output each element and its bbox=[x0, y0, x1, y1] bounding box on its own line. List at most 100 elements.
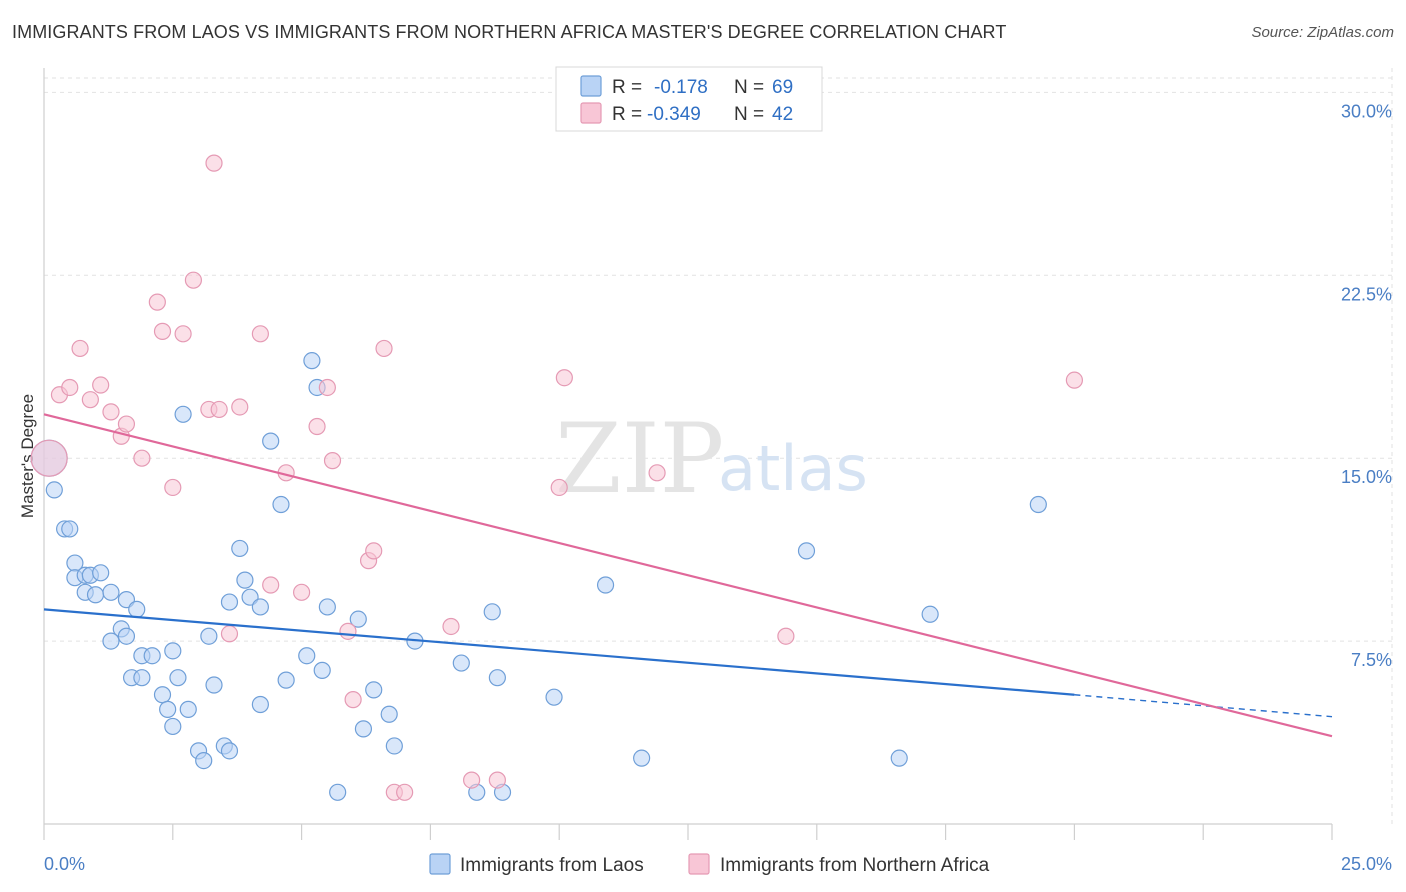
laos-point bbox=[385, 737, 403, 755]
y-axis-label: Master's Degree bbox=[18, 394, 37, 518]
africa-point bbox=[251, 325, 269, 343]
laos-point bbox=[153, 686, 172, 704]
laos-point bbox=[272, 495, 290, 514]
bottom-legend: Immigrants from Laos Immigrants from Nor… bbox=[429, 853, 990, 876]
legend-n-label-laos: N = bbox=[734, 77, 764, 98]
laos-point bbox=[318, 598, 336, 616]
africa-point bbox=[308, 417, 326, 436]
trend-lines bbox=[43, 413, 1333, 738]
africa-point bbox=[205, 154, 223, 172]
laos-point bbox=[251, 598, 269, 616]
laos-point bbox=[452, 654, 470, 672]
laos-point bbox=[179, 700, 197, 718]
laos-point bbox=[220, 742, 239, 760]
legend-r-value-laos: -0.178 bbox=[654, 77, 708, 98]
legend: R = -0.178 N = 69 R = -0.349 N = 42 bbox=[555, 66, 823, 132]
laos-point bbox=[797, 542, 816, 560]
laos-point bbox=[220, 593, 239, 611]
x-ticks bbox=[43, 824, 1333, 840]
bottom-legend-swatch-laos bbox=[429, 853, 451, 875]
africa-point bbox=[365, 542, 383, 560]
laos-point bbox=[159, 700, 177, 718]
africa-point bbox=[92, 376, 110, 394]
africa-point bbox=[648, 464, 666, 482]
africa-point bbox=[550, 478, 568, 497]
africa-point bbox=[318, 378, 336, 397]
watermark: ZIP atlas bbox=[555, 403, 868, 515]
africa-point bbox=[488, 771, 506, 789]
laos-point bbox=[128, 600, 146, 618]
laos-point bbox=[117, 627, 136, 645]
africa-point bbox=[262, 576, 280, 594]
africa-point bbox=[220, 625, 239, 643]
laos-point bbox=[298, 647, 316, 665]
africa-point bbox=[153, 322, 172, 340]
africa-point bbox=[81, 391, 99, 409]
legend-swatch-laos bbox=[580, 75, 602, 97]
y-tick-label: 15.0% bbox=[1341, 467, 1392, 487]
x-tick-label-max: 25.0% bbox=[1341, 854, 1392, 874]
trend-line-laos bbox=[43, 608, 1075, 696]
africa-point bbox=[293, 583, 311, 601]
africa-point bbox=[375, 339, 393, 358]
africa-point bbox=[555, 369, 573, 387]
trend-line-africa bbox=[43, 413, 1333, 738]
laos-point bbox=[174, 405, 192, 423]
laos-point bbox=[349, 610, 367, 628]
africa-point bbox=[30, 439, 68, 477]
chart-source: Source: ZipAtlas.com bbox=[1251, 24, 1394, 41]
africa-point bbox=[463, 771, 481, 789]
series-laos-points bbox=[30, 352, 1047, 801]
africa-point bbox=[117, 415, 136, 433]
chart-title: IMMIGRANTS FROM LAOS VS IMMIGRANTS FROM … bbox=[12, 22, 1007, 42]
y-tick-labels: 7.5% 15.0% 22.5% 30.0% bbox=[1341, 101, 1392, 670]
laos-point bbox=[205, 676, 223, 694]
legend-r-value-africa: -0.349 bbox=[647, 104, 701, 125]
bottom-legend-label-laos: Immigrants from Laos bbox=[460, 855, 644, 876]
legend-n-value-laos: 69 bbox=[772, 77, 793, 98]
legend-r-label-africa: R = bbox=[612, 104, 642, 125]
africa-point bbox=[102, 403, 120, 421]
africa-point bbox=[1065, 371, 1084, 389]
laos-point bbox=[200, 627, 218, 645]
africa-point bbox=[174, 325, 192, 343]
legend-r-label-laos: R = bbox=[612, 77, 642, 98]
laos-point bbox=[102, 632, 120, 650]
y-tick-label: 7.5% bbox=[1351, 650, 1392, 670]
watermark-atlas: atlas bbox=[718, 432, 868, 505]
africa-point bbox=[71, 339, 89, 358]
laos-point bbox=[133, 669, 151, 687]
laos-point bbox=[102, 583, 120, 601]
africa-point bbox=[777, 627, 795, 645]
laos-point bbox=[890, 749, 908, 767]
laos-point bbox=[488, 669, 506, 687]
laos-point bbox=[143, 647, 161, 665]
laos-point bbox=[45, 481, 63, 499]
laos-point bbox=[195, 751, 213, 770]
africa-point bbox=[396, 783, 414, 801]
legend-swatch-africa bbox=[580, 102, 602, 124]
laos-point bbox=[380, 705, 398, 723]
laos-point bbox=[303, 352, 321, 370]
laos-point bbox=[329, 783, 347, 801]
laos-point bbox=[169, 669, 187, 687]
laos-point bbox=[921, 605, 939, 623]
laos-point bbox=[277, 671, 295, 689]
x-tick-label-min: 0.0% bbox=[44, 854, 85, 874]
laos-point bbox=[251, 695, 269, 714]
africa-point bbox=[231, 398, 249, 416]
laos-point bbox=[483, 603, 501, 621]
laos-point bbox=[164, 642, 182, 660]
watermark-zip: ZIP bbox=[555, 403, 724, 515]
legend-n-value-africa: 42 bbox=[772, 104, 793, 125]
bottom-legend-label-africa: Immigrants from Northern Africa bbox=[720, 855, 990, 876]
africa-point bbox=[148, 293, 166, 311]
africa-point bbox=[61, 378, 79, 397]
africa-point bbox=[339, 622, 357, 640]
laos-point bbox=[61, 520, 79, 538]
y-tick-label: 30.0% bbox=[1341, 101, 1392, 121]
laos-point bbox=[262, 432, 280, 450]
africa-point bbox=[210, 400, 228, 419]
bottom-legend-swatch-africa bbox=[688, 853, 710, 875]
